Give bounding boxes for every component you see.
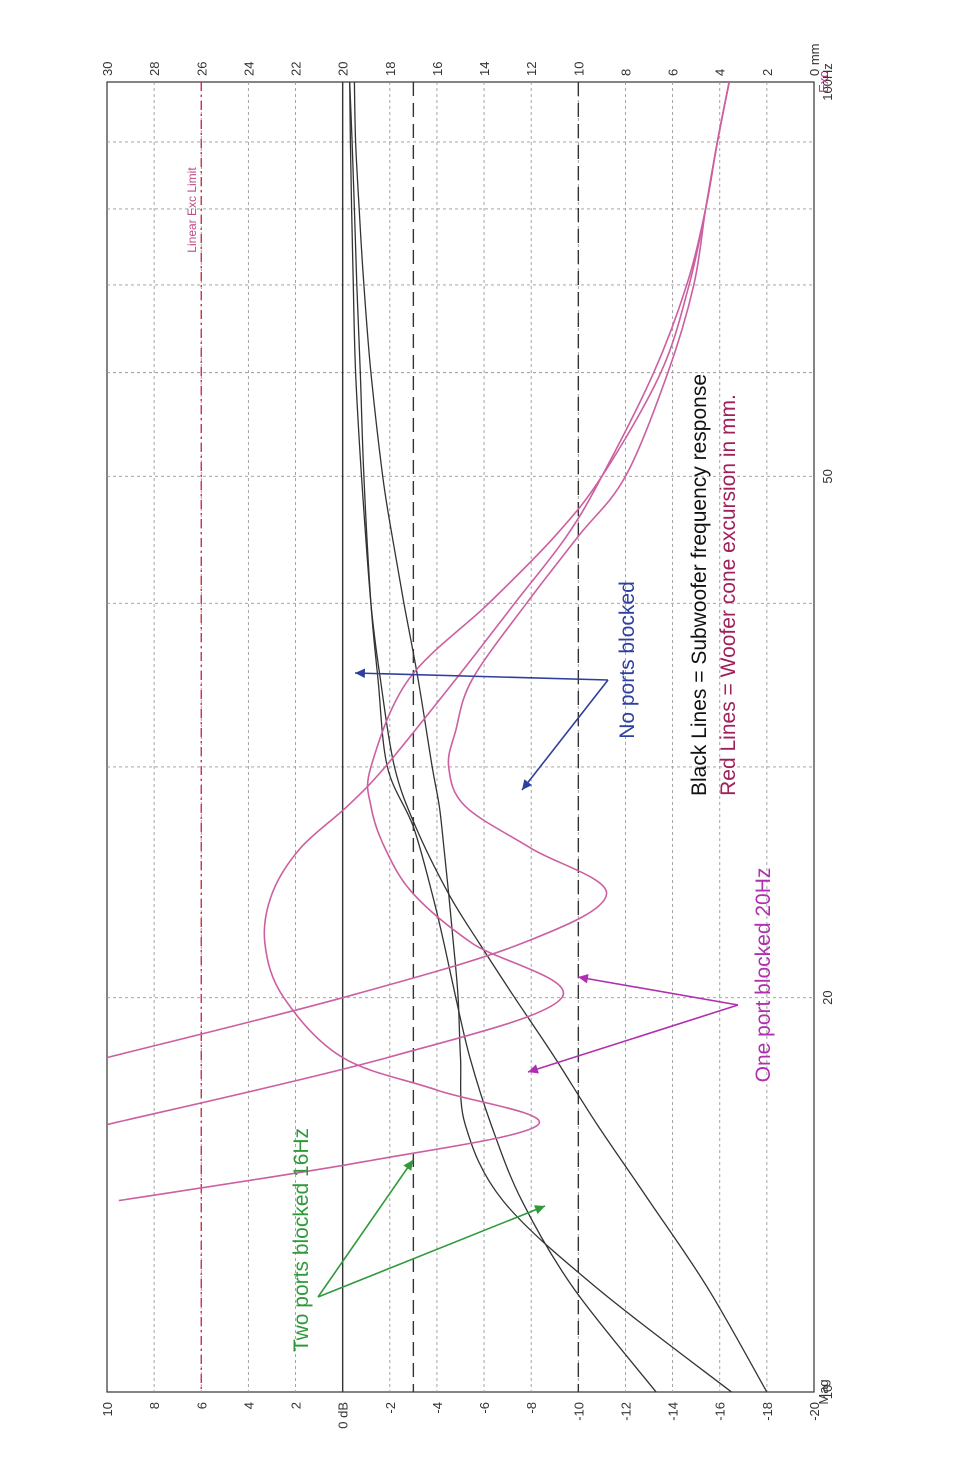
left-tick-label: -8 xyxy=(524,1402,539,1414)
right-tick-label: 20 xyxy=(336,62,351,76)
left-tick-label: -10 xyxy=(571,1402,586,1421)
right-tick-label: 6 xyxy=(666,69,681,76)
x-tick-label: 100Hz xyxy=(820,63,835,101)
right-tick-label: 10 xyxy=(571,62,586,76)
left-tick-label: -14 xyxy=(666,1402,681,1421)
magnitude-line-3 xyxy=(353,82,732,1392)
arrow-one-port-bottom-head xyxy=(528,1064,539,1074)
right-tick-label: 2 xyxy=(760,69,775,76)
left-tick-label: -4 xyxy=(430,1402,445,1414)
x-tick-label: 10 xyxy=(820,1385,835,1399)
arrow-one-port-bottom-shaft xyxy=(527,1004,739,1073)
left-tick-label: 6 xyxy=(194,1402,209,1409)
left-tick-label: 10 xyxy=(100,1402,115,1416)
magnitude-series xyxy=(349,82,768,1392)
right-tick-label: 30 xyxy=(100,62,115,76)
x-tick-label: 50 xyxy=(820,469,835,483)
plot-frame xyxy=(106,81,815,1393)
right-tick-label: 24 xyxy=(241,62,256,76)
left-tick-label: 8 xyxy=(147,1402,162,1409)
right-axis-ticks: 30 28 26 24 22 20 18 16 14 12 10 8 6 4 2 0 mm xyxy=(100,44,822,77)
arrow-no-ports-bottom-head xyxy=(522,779,532,790)
right-tick-label: 4 xyxy=(713,69,728,76)
right-tick-label: 18 xyxy=(383,62,398,76)
left-tick-label: -6 xyxy=(477,1402,492,1414)
left-tick-label: -20 xyxy=(807,1402,822,1421)
right-tick-label: 26 xyxy=(194,62,209,76)
excursion-line-3 xyxy=(118,82,730,1202)
plot-border xyxy=(106,81,815,1393)
left-tick-label: 2 xyxy=(289,1402,304,1409)
right-tick-label: 14 xyxy=(477,62,492,76)
two-ports-blocked-label: Two ports blocked 16Hz xyxy=(290,1128,313,1352)
annotation-arrows xyxy=(317,668,739,1298)
x-tick-label: 20 xyxy=(820,990,835,1004)
right-tick-label: 16 xyxy=(430,62,445,76)
left-tick-label: -2 xyxy=(383,1402,398,1414)
arrow-one-port-top-head xyxy=(578,973,589,984)
left-tick-label: 0 dB xyxy=(336,1402,351,1429)
legend-black-lines: Black Lines = Subwoofer frequency respon… xyxy=(688,374,711,796)
magnitude-line-2 xyxy=(349,82,657,1392)
right-tick-label: 0 mm xyxy=(807,44,822,77)
left-axis-ticks: 10 8 6 4 2 0 dB -2 -4 -6 -8 -10 -12 -14 -16 -18 -20 xyxy=(100,1402,822,1429)
arrow-two-ports-top-head xyxy=(403,1160,413,1171)
excursion-series xyxy=(107,82,730,1202)
reference-lines xyxy=(200,82,580,1392)
right-tick-label: 12 xyxy=(524,62,539,76)
right-tick-label: 28 xyxy=(147,62,162,76)
arrow-two-ports-bottom-head xyxy=(534,1205,545,1215)
arrow-two-ports-top-shaft xyxy=(317,1159,414,1298)
arrow-no-ports-top-head xyxy=(355,668,366,679)
excursion-line-2 xyxy=(107,82,730,1126)
arrow-two-ports-bottom-shaft xyxy=(317,1205,546,1298)
magnitude-line-1 xyxy=(349,82,768,1392)
left-tick-label: -16 xyxy=(713,1402,728,1421)
arrow-no-ports-bottom-shaft xyxy=(521,679,609,791)
left-tick-label: -12 xyxy=(618,1402,633,1421)
no-ports-blocked-label: No ports blocked xyxy=(616,581,639,739)
x-axis-ticks: 10 20 50 100Hz xyxy=(820,63,835,1399)
one-port-blocked-label: One port blocked 20Hz xyxy=(752,868,775,1083)
arrow-no-ports-top-shaft xyxy=(354,672,609,681)
right-tick-label: 8 xyxy=(618,69,633,76)
excursion-line-1 xyxy=(107,82,730,1059)
left-tick-label: 4 xyxy=(241,1402,256,1409)
right-axis-name: Exc xyxy=(816,71,831,93)
arrow-one-port-top-shaft xyxy=(577,976,739,1006)
right-tick-label: 22 xyxy=(289,62,304,76)
left-axis-name: Mag xyxy=(816,1379,831,1404)
left-tick-label: -18 xyxy=(760,1402,775,1421)
legend-red-lines: Red Lines = Woofer cone excursion in mm. xyxy=(717,394,740,796)
linear-exc-limit-label: Linear Exc Limit xyxy=(185,167,199,253)
